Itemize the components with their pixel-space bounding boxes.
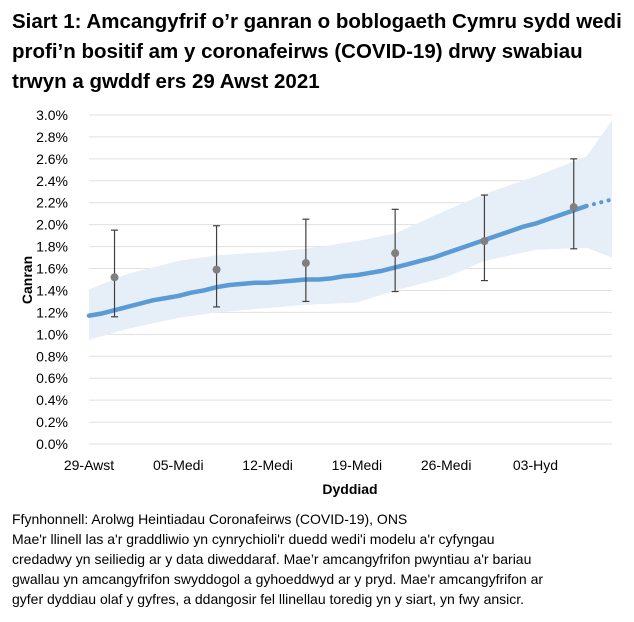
y-tick-label: 2.4% [36, 173, 68, 189]
y-tick-label: 2.8% [36, 129, 68, 145]
modelled-trend-line [86, 203, 589, 318]
note-line: gwallau yn amcangyfrifon swyddogol a gyh… [12, 571, 544, 587]
credible-interval-area [89, 120, 612, 340]
y-tick-label: 0.2% [36, 414, 68, 430]
official-estimate-point [212, 265, 221, 274]
y-tick-label: 0.0% [36, 436, 68, 452]
y-tick-label: 0.8% [36, 348, 68, 364]
x-tick-label: 26-Medi [421, 457, 472, 473]
note-line: gyfer dyddiau olaf y gyfres, a ddangosir… [12, 591, 525, 607]
official-estimate-point [569, 203, 578, 212]
chart-title: Siart 1: Amcangyfrif o’r ganran o boblog… [12, 10, 622, 93]
y-tick-label: 1.8% [36, 239, 68, 255]
y-tick-label: 1.6% [36, 261, 68, 277]
x-tick-label: 05-Medi [153, 457, 204, 473]
official-estimate-point [391, 249, 400, 258]
y-tick-label: 2.0% [36, 217, 68, 233]
y-tick-label: 2.6% [36, 151, 68, 167]
official-estimates [110, 158, 578, 318]
y-tick-label: 1.2% [36, 304, 68, 320]
x-tick-label: 19-Medi [332, 457, 383, 473]
note-line: Mae'r llinell las a'r graddliwio yn cynr… [12, 531, 495, 547]
x-tick-label: 12-Medi [242, 457, 293, 473]
chart-footer: Ffynhonnell: Arolwg Heintiadau Coronafei… [12, 509, 627, 609]
y-tick-label: 3.0% [36, 107, 68, 123]
y-tick-label: 0.6% [36, 370, 68, 386]
note-line: credadwy yn seiliedig ar y data diweddar… [12, 551, 532, 567]
y-tick-label: 1.4% [36, 282, 68, 298]
official-estimate-point [480, 237, 489, 246]
x-axis-label: Dyddiad [322, 481, 377, 497]
credible-interval-band [89, 120, 612, 340]
y-tick-label: 0.4% [36, 392, 68, 408]
source-note: Ffynhonnell: Arolwg Heintiadau Coronafei… [12, 511, 408, 527]
modelled-trend [86, 197, 614, 318]
provisional-trend-line [584, 197, 614, 209]
x-axis-ticks: 29-Awst 05-Medi 12-Medi 19-Medi 26-Medi 03-Hy… [64, 457, 558, 473]
y-axis-ticks: 0.0% 0.2% 0.4% 0.6% 0.8% 1.0% 1.2% 1.4% 1.6% 1.8%… [36, 107, 68, 452]
y-axis-label: Canran [19, 256, 35, 304]
x-tick-label: 29-Awst [64, 457, 114, 473]
y-tick-label: 1.0% [36, 326, 68, 342]
official-estimate-point [110, 273, 119, 282]
official-estimate-point [301, 259, 310, 268]
y-tick-label: 2.2% [36, 195, 68, 211]
x-tick-label: 03-Hyd [513, 457, 558, 473]
line-chart: 0.0% 0.2% 0.4% 0.6% 0.8% 1.0% 1.2% 1.4% 1.6% 1.8%… [19, 107, 614, 497]
